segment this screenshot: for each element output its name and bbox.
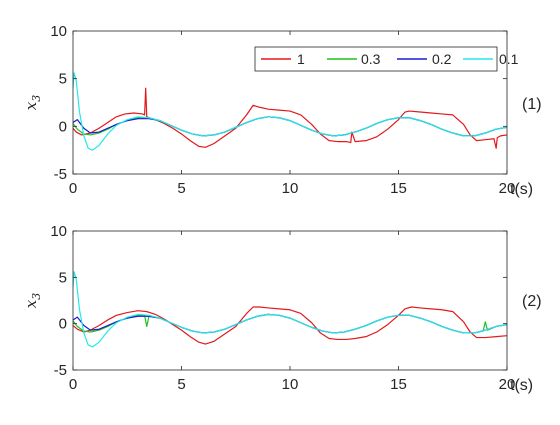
x-tick-label: 10 [282, 180, 299, 197]
x-tick-label: 5 [177, 180, 185, 197]
series-line-0-2 [73, 313, 507, 334]
series-line-0-1 [73, 72, 507, 151]
series-line-0-3 [73, 116, 507, 137]
series-line-0-2 [73, 116, 507, 137]
y-axis-label: x3 [22, 95, 43, 110]
series-line-1 [73, 87, 507, 149]
legend-label-0-2: 0.2 [432, 51, 452, 67]
legend-label-1: 1 [297, 51, 305, 67]
y-tick-label: -5 [54, 166, 67, 183]
legend-label-0-3: 0.3 [361, 51, 381, 67]
y-tick-label: 10 [50, 223, 67, 240]
x-axis-label: t(s) [510, 377, 533, 394]
y-axis-label-subscript: 3 [30, 95, 43, 102]
x-tick-label: 0 [69, 180, 77, 197]
y-axis-label-main: x [22, 101, 40, 110]
y-axis-label: x3 [22, 293, 43, 308]
x-tick-label: 5 [177, 376, 185, 393]
x-tick-label: 20 [499, 376, 516, 393]
y-axis-label-main: x [22, 299, 40, 308]
series-group [73, 271, 507, 348]
axes-box [72, 230, 508, 371]
x-tick-label: 15 [390, 180, 407, 197]
panel-tag: (1) [522, 96, 542, 113]
panel-tag: (2) [522, 293, 542, 310]
y-tick-label: 0 [59, 316, 67, 333]
y-tick-label: 10 [50, 23, 67, 40]
series-group [73, 72, 507, 151]
x-tick-label: 0 [69, 376, 77, 393]
x-tick-label: 10 [282, 376, 299, 393]
y-tick-label: -5 [54, 362, 67, 379]
x-axis-label: t(s) [510, 181, 533, 198]
x-tick-label: 15 [390, 376, 407, 393]
y-tick-label: 5 [59, 269, 67, 286]
y-tick-label: 5 [59, 71, 67, 88]
y-axis-label-subscript: 3 [30, 293, 43, 300]
legend-label-0-1: 0.1 [499, 51, 519, 67]
series-line-0-1 [73, 271, 507, 348]
y-tick-label: 0 [59, 118, 67, 135]
series-line-red [73, 306, 507, 345]
series-line-0-3 [73, 313, 507, 334]
legend-box [254, 46, 498, 72]
x-tick-label: 20 [499, 180, 516, 197]
legend: 1 0.3 0.2 0.1 [254, 46, 519, 72]
